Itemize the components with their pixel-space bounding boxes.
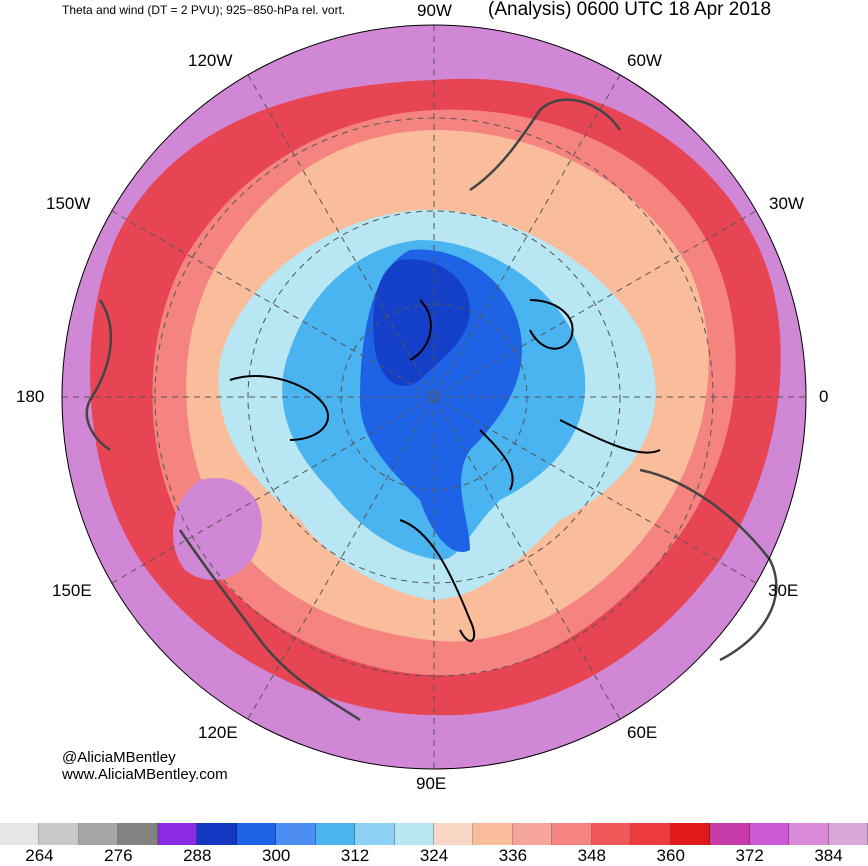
lon-label-150e: 150E [52, 581, 92, 600]
credit-handle: @AliciaMBentley [62, 749, 176, 766]
colorbar-tick-label: 360 [656, 846, 685, 865]
colorbar-swatch [197, 823, 237, 845]
lon-label-60e: 60E [627, 723, 658, 742]
polar-stereographic-map [61, 24, 807, 770]
colorbar-swatch [670, 823, 711, 845]
warm-bulge-pacific [173, 478, 262, 580]
colorbar-swatch [236, 823, 277, 845]
colorbar-swatch [0, 823, 40, 845]
lon-label-180: 180 [16, 387, 45, 406]
colorbar-swatch [433, 823, 474, 845]
lon-label-120w: 120W [188, 51, 233, 70]
colorbar-swatch [39, 823, 79, 845]
colorbar-swatch [789, 823, 829, 845]
lon-label-150w: 150W [46, 194, 91, 213]
graticule [62, 25, 806, 769]
colorbar-tick-label: 384 [814, 846, 843, 865]
product-description: Theta and wind (DT = 2 PVU); 925−850-hPa… [62, 3, 346, 17]
colorbar-swatch [591, 823, 632, 845]
colorbar-swatch [512, 823, 553, 845]
valid-time-title: (Analysis) 0600 UTC 18 Apr 2018 [488, 0, 772, 20]
colorbar [0, 823, 868, 845]
lon-label-60w: 60W [627, 51, 662, 70]
colorbar-swatch [828, 823, 868, 845]
colorbar-swatch [473, 823, 513, 845]
lon-label-30w: 30W [769, 194, 804, 213]
credit-website: www.AliciaMBentley.com [62, 766, 228, 783]
colorbar-swatch [355, 823, 395, 845]
theta-field [62, 25, 806, 769]
colorbar-tick-label: 324 [419, 846, 449, 865]
vorticity-contours [229, 299, 661, 642]
colorbar-swatch [749, 823, 790, 845]
colorbar-swatch [394, 823, 434, 845]
colorbar-tick-label: 288 [183, 846, 212, 865]
colorbar-swatch [710, 823, 750, 845]
lon-label-120e: 120E [198, 723, 238, 742]
colorbar-tick-label: 348 [577, 846, 606, 865]
colorbar-tick-label: 372 [735, 846, 764, 865]
colorbar-swatch [276, 823, 316, 845]
colorbar-tick-label: 300 [261, 846, 291, 865]
lon-label-90e: 90E [416, 774, 447, 793]
colorbar-swatch [157, 823, 198, 845]
lon-label-90w: 90W [417, 1, 452, 20]
cold-core-deep [373, 259, 470, 386]
colorbar-tick-label: 336 [498, 846, 528, 865]
colorbar-swatch [552, 823, 592, 845]
colorbar-tick-label: 276 [104, 846, 133, 865]
colorbar-swatch [118, 823, 158, 845]
colorbar-swatch [78, 823, 119, 845]
colorbar-tick-label: 264 [25, 846, 54, 865]
lon-label-0: 0 [819, 387, 829, 406]
colorbar-swatch [631, 823, 671, 845]
lon-label-30e: 30E [768, 581, 799, 600]
colorbar-swatch [315, 823, 356, 845]
map-boundary [61, 24, 807, 770]
coastlines [85, 98, 778, 722]
colorbar-tick-label: 312 [340, 846, 370, 865]
colorbar-labels: 264 276 288 300 312 324 336 348 360 372 384 [0, 846, 868, 866]
